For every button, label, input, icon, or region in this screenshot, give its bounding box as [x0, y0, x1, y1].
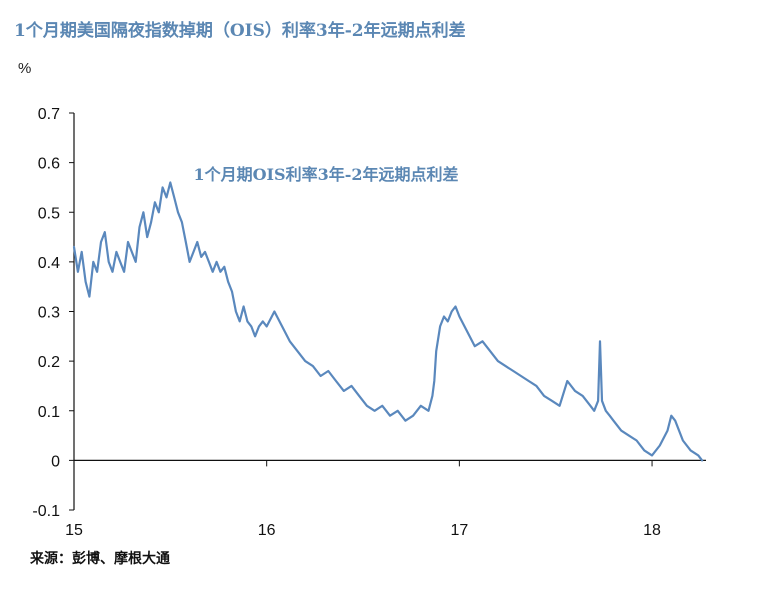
- chart-series: [72, 181, 704, 462]
- source-note: 来源：彭博、摩根大通: [30, 551, 170, 567]
- x-tick-label: 15: [65, 522, 83, 539]
- x-tick-label: 18: [643, 522, 661, 539]
- series-annotation-label: 1个月期OIS利率3年-2年远期点利差: [193, 165, 458, 184]
- y-tick-label: 0.2: [38, 354, 60, 371]
- y-tick-label: 0.3: [38, 305, 60, 322]
- y-tick-label: 0.5: [38, 205, 60, 222]
- chart-annotations: 1个月期OIS利率3年-2年远期点利差: [193, 165, 458, 184]
- chart-ticks: -0.1 0 0.1 0.2 0.3 0.4 0.5 0.6 0.7 15 16 17 18: [32, 106, 661, 539]
- y-tick-label: 0.6: [38, 156, 60, 173]
- chart-title: 1个月期美国隔夜指数掉期（OIS）利率3年-2年远期点利差: [14, 21, 466, 41]
- y-axis-unit-label: %: [18, 60, 32, 77]
- y-tick-label: -0.1: [32, 503, 60, 520]
- y-tick-label: 0.1: [38, 404, 60, 421]
- y-tick-label: 0.4: [38, 255, 60, 272]
- x-tick-label: 16: [258, 522, 276, 539]
- y-tick-label: 0: [51, 453, 60, 470]
- x-tick-label: 17: [450, 522, 468, 539]
- series-line: [72, 181, 704, 462]
- y-tick-label: 0.7: [38, 106, 60, 123]
